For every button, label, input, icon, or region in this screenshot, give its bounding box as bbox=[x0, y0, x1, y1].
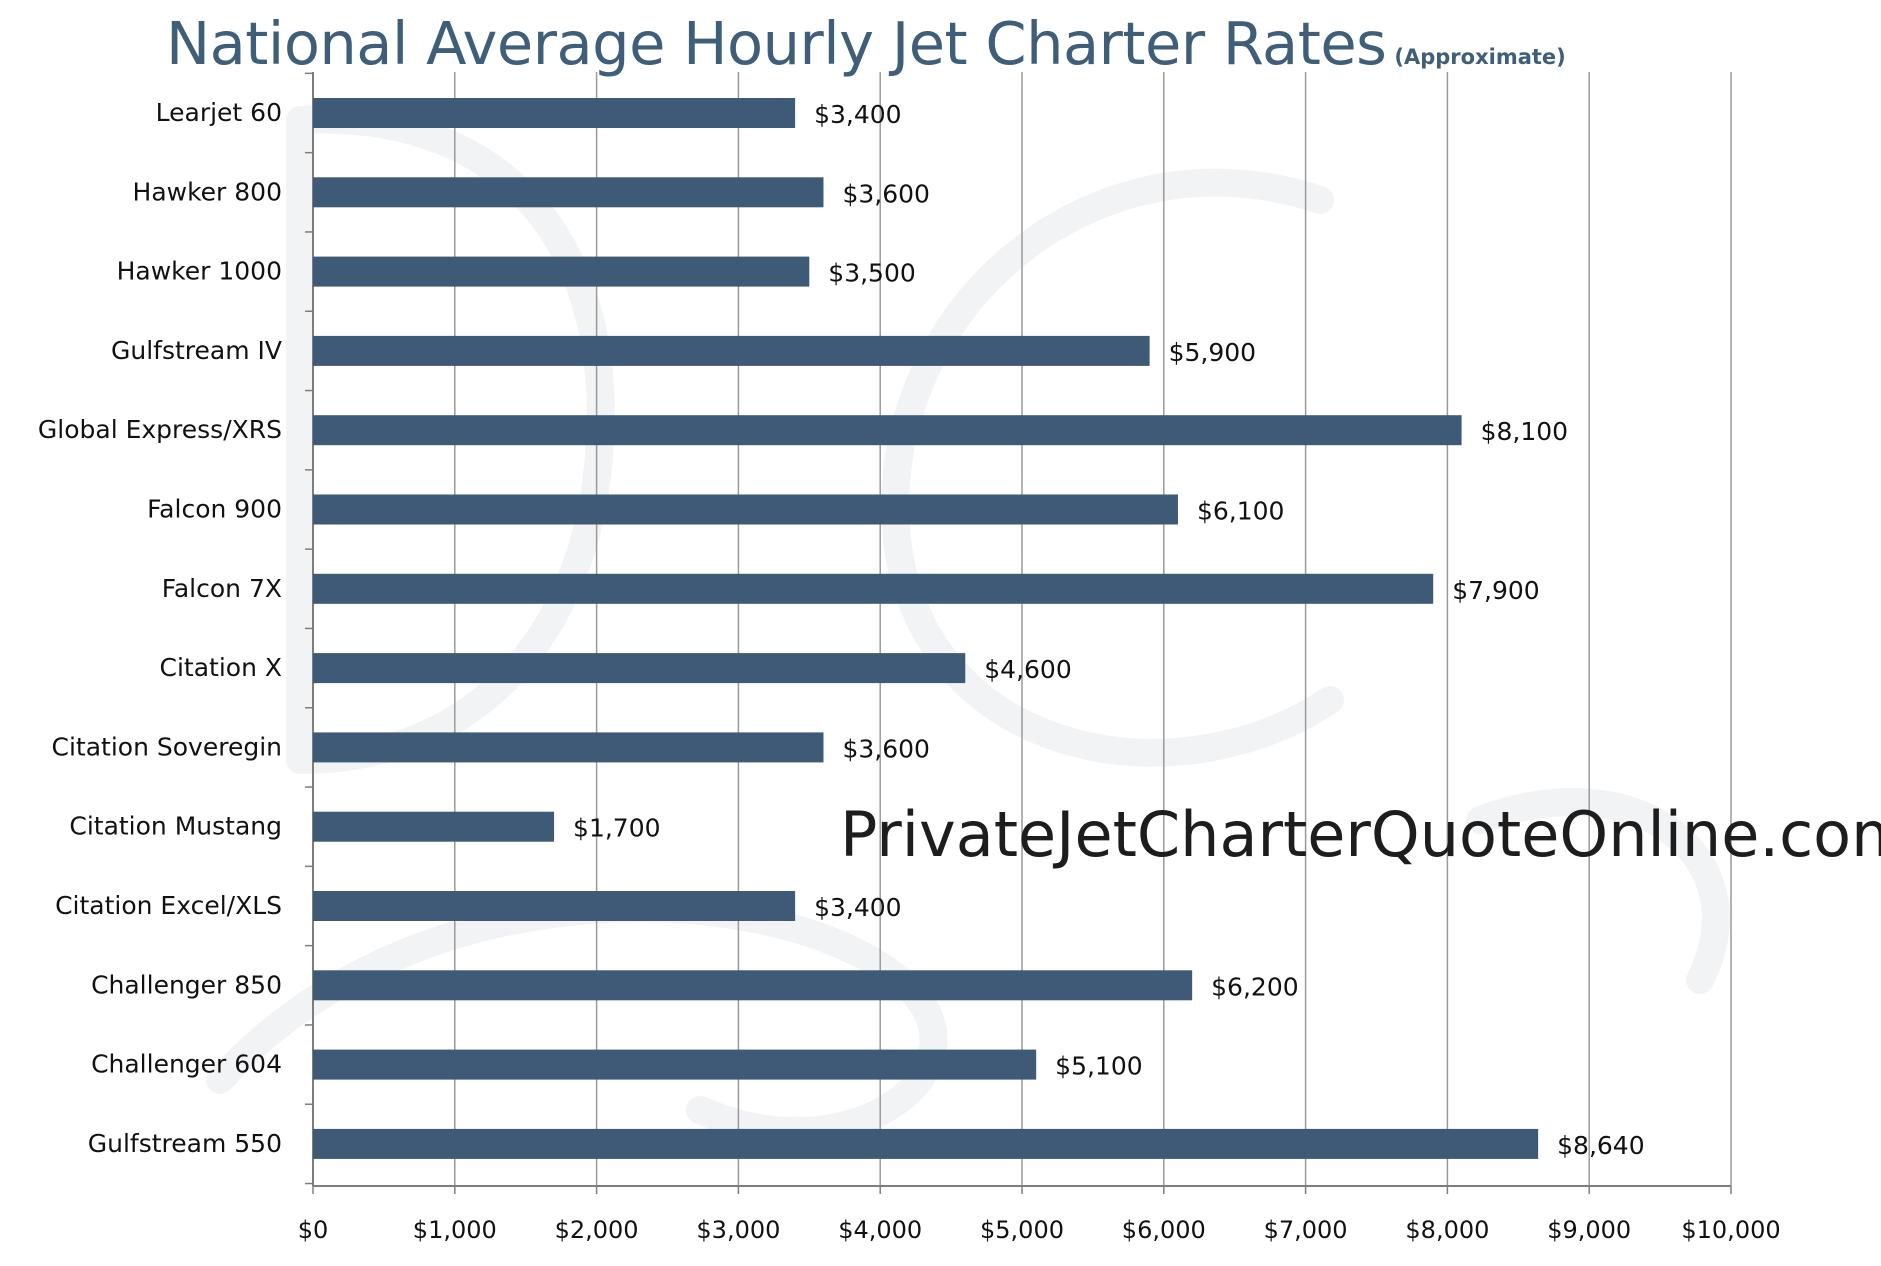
data-label: $6,200 bbox=[1211, 972, 1298, 1001]
chart-title-text: National Average Hourly Jet Charter Rate… bbox=[166, 9, 1387, 78]
bar bbox=[313, 891, 796, 921]
bar bbox=[313, 494, 1178, 525]
category-label: Gulfstream 550 bbox=[88, 1129, 282, 1158]
data-label: $3,600 bbox=[842, 179, 929, 208]
data-label: $7,900 bbox=[1452, 576, 1539, 605]
data-label: $1,700 bbox=[573, 814, 660, 843]
bar bbox=[313, 256, 810, 287]
bar bbox=[313, 573, 1434, 604]
category-label: Falcon 7X bbox=[162, 574, 282, 603]
data-label: $8,640 bbox=[1557, 1131, 1644, 1160]
data-label: $3,400 bbox=[814, 893, 901, 922]
data-label: $5,900 bbox=[1169, 338, 1256, 367]
data-label: $8,100 bbox=[1481, 417, 1568, 446]
gridlines bbox=[454, 72, 1732, 1186]
x-tick-label: $5,000 bbox=[980, 1216, 1064, 1244]
category-label: Challenger 850 bbox=[91, 970, 282, 999]
category-label: Global Express/XRS bbox=[38, 415, 282, 444]
category-label: Hawker 1000 bbox=[117, 257, 282, 286]
data-label: $4,600 bbox=[984, 655, 1071, 684]
bar bbox=[313, 98, 796, 128]
x-tick-label: $0 bbox=[298, 1216, 329, 1244]
x-tick-label: $3,000 bbox=[696, 1216, 780, 1244]
labels: Learjet 60 $3,400 Hawker 800 $3,600 Hawker 1… bbox=[38, 98, 1645, 1160]
x-tick-label: $1,000 bbox=[413, 1216, 497, 1244]
axes: $0 $1,000 $2,000 $3,000 $4,000 $5,000 $6,000 $7… bbox=[298, 72, 1781, 1244]
bar bbox=[313, 811, 555, 842]
chart-title: National Average Hourly Jet Charter Rate… bbox=[166, 8, 1566, 93]
category-label: Citation Mustang bbox=[69, 812, 282, 841]
bar bbox=[313, 970, 1193, 1001]
data-label: $3,500 bbox=[828, 259, 915, 288]
chart-subtitle: (Approximate) bbox=[1394, 45, 1566, 69]
data-label: $6,100 bbox=[1197, 497, 1284, 526]
category-label: Falcon 900 bbox=[147, 495, 282, 524]
bar bbox=[313, 1128, 1539, 1159]
category-label: Citation Excel/XLS bbox=[55, 891, 282, 920]
bars bbox=[313, 98, 1539, 1159]
x-tick-label: $4,000 bbox=[838, 1216, 922, 1244]
category-label: Challenger 604 bbox=[91, 1050, 282, 1079]
bar bbox=[313, 177, 824, 208]
bar bbox=[313, 732, 824, 763]
x-tick-label: $7,000 bbox=[1264, 1216, 1348, 1244]
category-label: Hawker 800 bbox=[133, 177, 282, 206]
bar bbox=[313, 415, 1462, 446]
category-label: Citation Soveregin bbox=[52, 732, 282, 761]
watermark-url-text: PrivateJetCharterQuoteOnline.com bbox=[840, 798, 1881, 871]
x-tick-label: $10,000 bbox=[1681, 1216, 1780, 1244]
category-label: Learjet 60 bbox=[156, 98, 282, 127]
x-tick-label: $2,000 bbox=[555, 1216, 639, 1244]
bar bbox=[313, 653, 966, 684]
data-label: $3,400 bbox=[814, 100, 901, 129]
x-tick-label: $9,000 bbox=[1547, 1216, 1631, 1244]
bar bbox=[313, 1049, 1037, 1080]
category-label: Gulfstream IV bbox=[111, 336, 282, 365]
x-tick-label: $6,000 bbox=[1122, 1216, 1206, 1244]
data-label: $3,600 bbox=[842, 734, 929, 763]
data-label: $5,100 bbox=[1055, 1052, 1142, 1081]
bar bbox=[313, 335, 1150, 366]
category-label: Citation X bbox=[160, 653, 283, 682]
x-tick-label: $8,000 bbox=[1405, 1216, 1489, 1244]
